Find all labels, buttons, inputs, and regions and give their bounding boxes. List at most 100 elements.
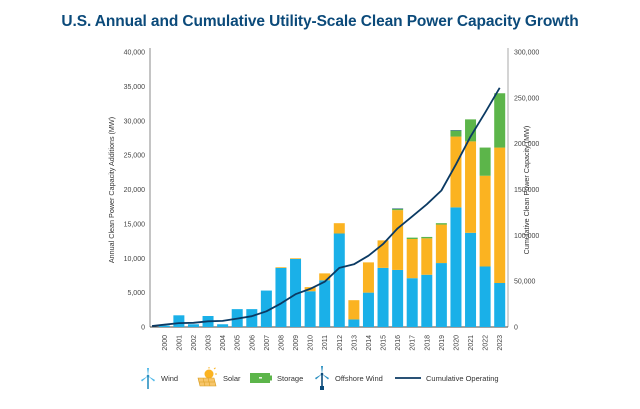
- y-tick-label: 15,000: [124, 221, 146, 228]
- bar-solar-2014: [362, 262, 374, 293]
- y-tick-label: 10,000: [124, 256, 146, 263]
- bar-solar-2016: [392, 210, 404, 270]
- bar-wind-2004: [217, 324, 229, 327]
- bar-storage-2016: [392, 208, 404, 211]
- bar-solar-2020: [450, 136, 462, 208]
- wind-turbine-icon: [141, 368, 155, 389]
- bar-wind-2019: [435, 263, 447, 327]
- bar-solar-2022: [479, 175, 491, 267]
- bar-wind-2018: [421, 274, 433, 327]
- legend-label-cumulative: Cumulative Operating: [426, 373, 499, 383]
- chart-title: U.S. Annual and Cumulative Utility-Scale…: [61, 13, 579, 30]
- bar-storage-2023: [494, 93, 506, 148]
- x-tick-label: 2010: [308, 335, 315, 351]
- legend-item-storage: Storage: [250, 366, 303, 390]
- x-tick-label: 2005: [235, 335, 242, 351]
- legend-label-offshore-wind: Offshore Wind: [335, 373, 383, 383]
- axes: 0 5,000 10,000 15,000 20,000 25,000 30,000 35,0…: [124, 48, 539, 351]
- cumulative-line-group: [151, 87, 501, 327]
- bar-solar-2017: [406, 239, 418, 279]
- bar-wind-2006: [246, 309, 258, 327]
- bar-wind-2015: [377, 267, 389, 327]
- bar-solar-2009: [290, 258, 302, 259]
- y-axis-label: Annual Clean Power Capacity Additions (M…: [107, 117, 116, 263]
- bar-wind-2017: [406, 278, 418, 327]
- bar-wind-2008: [275, 267, 287, 327]
- x-tick-label: 2020: [453, 335, 460, 351]
- x-tick-label: 2004: [220, 335, 227, 351]
- x-tick-label: 2008: [278, 335, 285, 351]
- y2-tick-label: 150,000: [514, 187, 539, 194]
- bar-wind-2023: [494, 283, 506, 327]
- bar-wind-2022: [479, 266, 491, 327]
- y2-tick-label: 0: [514, 325, 518, 332]
- bar-solar-2019: [435, 224, 447, 264]
- x-tick-label: 2000: [162, 335, 169, 351]
- legend-item-cumulative: Cumulative Operating: [395, 366, 499, 390]
- bar-wind-2021: [465, 232, 477, 327]
- bar-wind-2001: [173, 315, 185, 327]
- x-tick-label: 2014: [366, 335, 373, 351]
- x-tick-label: 2022: [483, 335, 490, 351]
- y2-tick-label: 300,000: [514, 50, 539, 57]
- bar-solar-2023: [494, 147, 506, 283]
- line-icon: [395, 377, 421, 379]
- bar-wind-2002: [187, 324, 199, 327]
- x-tick-label: 2009: [293, 335, 300, 351]
- bar-wind-2013: [348, 319, 360, 327]
- bar-storage-2020: [450, 130, 462, 137]
- x-tick-label: 2003: [206, 335, 213, 351]
- y-tick-label: 35,000: [124, 84, 146, 91]
- bar-wind-2016: [392, 269, 404, 327]
- x-tick-label: 2023: [497, 335, 504, 351]
- legend-label-wind: Wind: [161, 373, 179, 383]
- cumulative-operating-line: [151, 87, 501, 327]
- bar-storage-2021: [465, 119, 477, 142]
- bar-storage-2018: [421, 236, 433, 239]
- y2-tick-label: 250,000: [514, 95, 539, 102]
- bar-solar-2021: [465, 141, 477, 233]
- x-tick-label: 2007: [264, 335, 271, 351]
- bar-solar-2008: [275, 267, 287, 268]
- bar-wind-2012: [333, 233, 345, 327]
- bar-wind-2007: [260, 290, 272, 327]
- bars: [158, 93, 506, 327]
- bar-solar-2013: [348, 300, 360, 320]
- bar-storage-2017: [406, 237, 418, 239]
- bar-wind-2010: [304, 291, 316, 327]
- x-tick-label: 2006: [249, 335, 256, 351]
- x-tick-label: 2015: [381, 335, 388, 351]
- y2-axis-label: Cumulative Clean Power Capacity (MW): [522, 126, 531, 255]
- legend: Wind Solar Storage Offshore Wind: [0, 366, 640, 390]
- x-tick-label: 2018: [424, 335, 431, 351]
- y2-tick-label: 200,000: [514, 141, 539, 148]
- bar-solar-2018: [421, 238, 433, 275]
- bar-solar-2015: [377, 240, 389, 268]
- x-tick-label: 2013: [351, 335, 358, 351]
- legend-label-storage: Storage: [277, 373, 304, 383]
- legend-item-wind: Wind: [140, 366, 178, 390]
- x-tick-label: 2019: [439, 335, 446, 351]
- x-tick-label: 2001: [176, 335, 183, 351]
- bar-wind-2011: [319, 280, 331, 327]
- bar-storage-2022: [479, 147, 491, 176]
- y-tick-label: 5,000: [127, 290, 145, 297]
- bar-offshore-wind-2016: [392, 208, 404, 210]
- solar-panel-icon: [197, 367, 217, 387]
- bar-storage-2019: [435, 223, 447, 225]
- bar-wind-2009: [290, 258, 302, 327]
- x-tick-label: 2011: [322, 335, 329, 350]
- y-tick-label: 20,000: [124, 187, 146, 194]
- x-tick-label: 2012: [337, 335, 344, 351]
- x-tick-label: 2016: [395, 335, 402, 351]
- bar-wind-2000: [158, 325, 170, 327]
- x-tick-label: 2021: [468, 335, 475, 351]
- bar-wind-2020: [450, 207, 462, 327]
- legend-label-solar: Solar: [223, 373, 241, 383]
- battery-icon: [250, 373, 272, 383]
- bar-solar-2011: [319, 273, 331, 281]
- y-tick-label: 0: [141, 325, 145, 332]
- x-tick-label: 2002: [191, 335, 198, 351]
- bar-wind-2014: [362, 292, 374, 327]
- legend-item-offshore-wind: Offshore Wind: [314, 366, 383, 390]
